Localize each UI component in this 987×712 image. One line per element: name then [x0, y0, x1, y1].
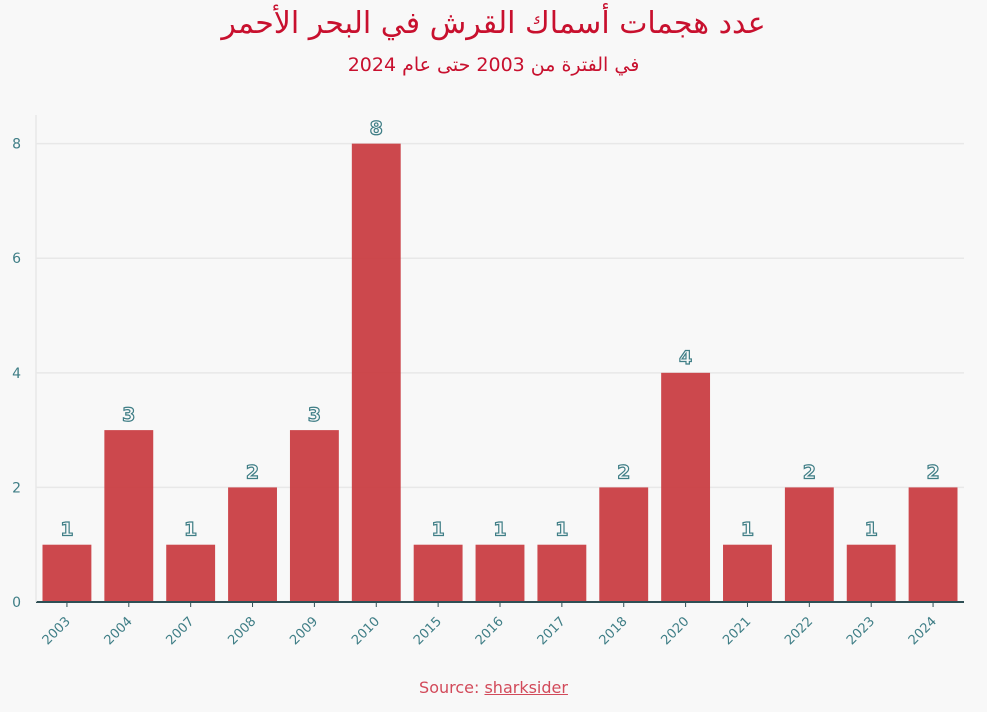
- bar-2003: [42, 544, 92, 602]
- chart-subtitle: في الفترة من 2003 حتى عام 2024: [347, 54, 640, 76]
- x-tick-label-2008: 2008: [225, 614, 259, 648]
- source-link[interactable]: sharksider: [484, 678, 568, 697]
- x-tick-label-2023: 2023: [844, 614, 878, 648]
- bar-2018: [599, 487, 649, 602]
- x-tick-label-2018: 2018: [597, 614, 631, 648]
- data-label-2009: 3: [308, 404, 321, 426]
- data-label-2003: 1: [60, 519, 73, 541]
- data-label-2010: 8: [370, 118, 383, 140]
- bar-2024: [908, 487, 958, 602]
- data-label-2015: 1: [432, 519, 445, 541]
- data-label-2021: 1: [741, 519, 754, 541]
- x-tick-label-2004: 2004: [102, 614, 136, 648]
- x-tick-label-2017: 2017: [535, 614, 569, 648]
- y-tick-label: 6: [12, 251, 21, 267]
- y-axis-ticks: 0 2 4 6 8: [12, 137, 21, 611]
- bar-2017: [537, 544, 587, 602]
- bar-2023: [846, 544, 896, 602]
- bars: [42, 143, 958, 602]
- bar-2020: [661, 372, 711, 602]
- bar-2010: [351, 143, 401, 602]
- x-axis-ticks: 2003 2004 2007 2008 2009 2010 2015 2016 2017 2018…: [40, 602, 940, 648]
- source-prefix: Source:: [419, 678, 485, 697]
- bar-2007: [166, 544, 216, 602]
- y-tick-label: 4: [12, 366, 21, 382]
- grid-lines: [36, 142, 964, 489]
- x-tick-label-2016: 2016: [473, 614, 507, 648]
- data-label-2024: 2: [926, 461, 939, 483]
- bar-2008: [228, 487, 277, 602]
- y-tick-label: 8: [12, 137, 21, 153]
- chart-title: عدد هجمات أسماك القرش في البحر الأحمر: [221, 6, 766, 41]
- data-labels: 1 3 1 2 3 8 1 1 1 2 4 1 2 1 2: [60, 117, 941, 541]
- y-tick-label: 2: [12, 480, 21, 496]
- x-tick-label-2015: 2015: [411, 614, 445, 648]
- x-tick-label-2024: 2024: [906, 614, 940, 648]
- x-tick-label-2003: 2003: [40, 614, 74, 648]
- bar-2021: [723, 544, 772, 602]
- x-tick-label-2020: 2020: [658, 614, 692, 648]
- bar-2009: [289, 430, 339, 602]
- x-tick-label-2007: 2007: [163, 614, 197, 648]
- bar-2022: [784, 487, 834, 602]
- y-tick-label: 0: [12, 595, 21, 611]
- data-label-2022: 2: [803, 461, 816, 483]
- x-tick-label-2022: 2022: [782, 614, 816, 648]
- x-tick-label-2009: 2009: [287, 614, 321, 648]
- data-label-2020: 4: [679, 347, 692, 369]
- x-tick-label-2021: 2021: [720, 614, 754, 648]
- x-tick-label-2010: 2010: [349, 614, 383, 648]
- data-label-2008: 2: [246, 461, 259, 483]
- bar-2004: [104, 430, 154, 602]
- data-label-2023: 1: [865, 519, 878, 541]
- data-label-2004: 3: [122, 404, 135, 426]
- data-label-2018: 2: [617, 461, 630, 483]
- bar-2015: [413, 544, 463, 602]
- data-label-2007: 1: [184, 519, 197, 541]
- bar-2016: [475, 544, 525, 602]
- source-note: Source: sharksider: [0, 678, 987, 697]
- data-label-2017: 1: [555, 519, 568, 541]
- data-label-2016: 1: [493, 519, 506, 541]
